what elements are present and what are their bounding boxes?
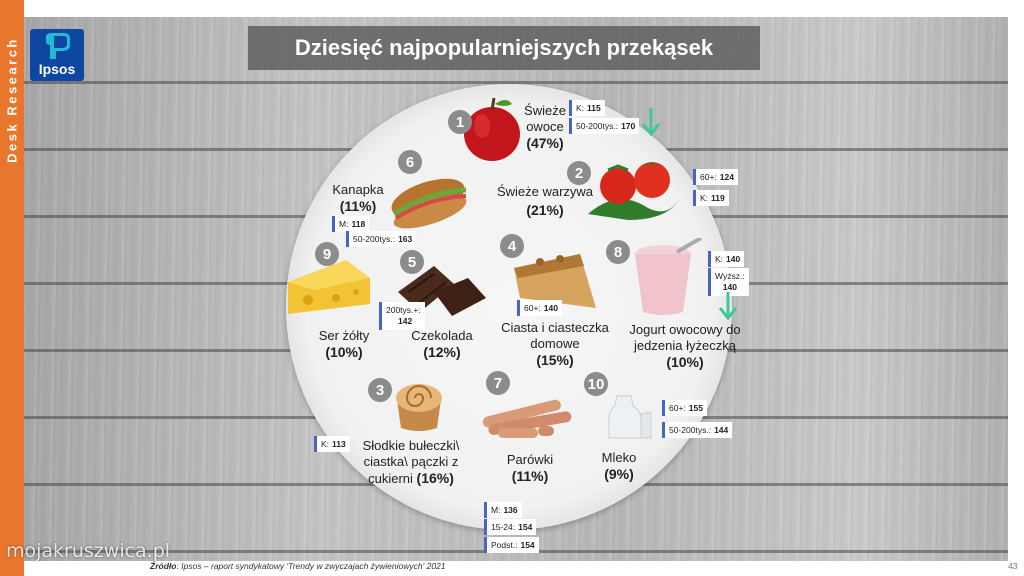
stat-badge: K: 113 [314,436,350,452]
rank-badge: 3 [368,378,392,402]
stat-badge: Podst.: 154 [484,537,539,553]
source-label: Źródło [150,561,177,571]
rank-badge: 7 [486,371,510,395]
stat-badge: 60+: 124 [693,169,738,185]
rank-badge: 4 [500,234,524,258]
page-title: Dziesięć najpopularniejszych przekąsek [248,26,760,70]
ipsos-logo: Ipsos [30,29,84,81]
item-label: Jogurt owocowy do jedzenia łyżeczką (10%… [618,322,752,370]
item-percent: (10%) [666,354,704,370]
stat-badge: M: 136 [484,502,522,518]
rank-badge: 10 [584,372,608,396]
tomatoes-image [588,162,680,220]
item-name: jedzenia łyżeczką [634,338,736,353]
stat-badge: 50-200tys.: 144 [662,422,733,438]
source-text: : Ipsos – raport syndykatowy 'Trendy w z… [176,561,446,571]
item-name: Kanapka [332,182,384,197]
item-percent: (9%) [604,466,634,482]
stat-badge: 200tys.+: 142 [379,302,425,330]
item-label: Słodkie bułeczki\ ciastka\ pączki z cuki… [356,438,466,487]
item-name: Ciasta i ciasteczka [501,320,609,335]
stat-badge: M: 118 [332,216,370,232]
sausages-image [482,399,572,438]
rank-badge: 8 [606,240,630,264]
stat-badge: K: 115 [569,100,605,116]
item-label: Parówki (11%) [490,452,570,484]
apple-image [464,97,520,161]
rank-badge: 9 [315,242,339,266]
item-label: Mleko (9%) [584,450,654,482]
item-label: Ciasta i ciasteczka domowe (15%) [493,320,617,368]
stat-badge: 60+: 155 [662,400,707,416]
rank-badge: 2 [567,161,591,185]
item-percent: (16%) [416,470,454,486]
item-percent: (15%) [536,352,574,368]
item-name: Jogurt owocowy do [629,322,741,337]
item-label: Czekolada (12%) [402,328,482,360]
item-name: owoce [526,119,564,134]
sidebar: Desk Research [0,0,24,576]
chocolate-image [398,266,486,316]
stat-badge: K: 119 [693,190,729,206]
stat-badge: 15-24: 154 [484,519,537,535]
item-label: Świeże owoce (47%) [505,103,585,151]
pie-image [514,254,596,308]
item-name: cukierni [368,471,413,486]
logo-text: Ipsos [38,61,76,77]
milk-image [608,395,652,439]
item-name: domowe [530,336,580,351]
stat-badge: 60+: 140 [517,300,562,316]
item-percent: (10%) [325,344,363,360]
item-percent: (47%) [526,135,564,151]
cheese-image [288,260,370,314]
page-number: 43 [1008,561,1018,571]
item-name: Mleko [601,450,637,465]
item-name: Świeże warzywa [496,184,594,199]
item-name: Parówki [506,452,554,467]
item-label: Kanapka (11%) [318,182,398,214]
sidebar-label: Desk Research [4,37,20,163]
rank-badge: 5 [400,250,424,274]
stat-badge: 50-200tys.: 170 [569,118,640,134]
item-percent: (12%) [423,344,461,360]
stat-badge: 50-200tys.: 163 [346,231,417,247]
rank-badge: 1 [448,110,472,134]
cinnamon-roll-image [396,384,442,431]
stat-badge: Wyższ.: 140 [708,268,749,296]
item-name: ciastka\ pączki z [363,454,459,469]
source-note: Źródło: Ipsos – raport syndykatowy 'Tren… [150,561,446,571]
yogurt-image [635,238,703,315]
arrow-down-icon [718,292,738,320]
stat-badge: K: 140 [708,251,745,267]
arrow-down-icon [641,108,661,136]
item-label: Świeże warzywa (21%) [490,184,600,218]
item-name: Słodkie bułeczki\ [362,438,460,453]
watermark: mojakruszwica.pl [6,540,171,562]
item-name: Świeże [524,103,566,118]
logo-icon [46,33,70,59]
sandwich-image [391,178,467,229]
rank-badge: 6 [398,150,422,174]
item-percent: (11%) [339,198,377,214]
item-name: Czekolada [411,328,473,343]
item-label: Ser żółty (10%) [304,328,384,360]
item-percent: (11%) [511,468,549,484]
item-percent: (21%) [526,202,564,218]
item-name: Ser żółty [318,328,370,343]
